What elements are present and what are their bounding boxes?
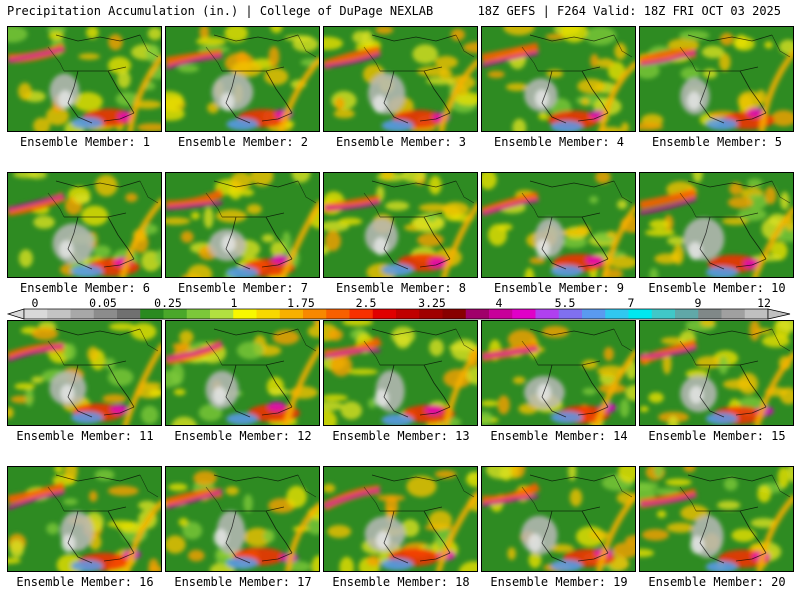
ensemble-member-label: Ensemble Member: 10 bbox=[648, 281, 786, 295]
ensemble-member-map bbox=[7, 466, 162, 572]
map-title: Precipitation Accumulation (in.) | Colle… bbox=[7, 4, 434, 18]
colorbar-tick-label: 0 bbox=[31, 296, 39, 310]
ensemble-member-map bbox=[323, 466, 478, 572]
colorbar-swatch bbox=[372, 309, 397, 319]
ensemble-member-map bbox=[639, 320, 794, 426]
colorbar-tick-label: 0.05 bbox=[89, 296, 117, 310]
ensemble-member-map bbox=[323, 172, 478, 278]
ensemble-member-label: Ensemble Member: 2 bbox=[177, 135, 309, 149]
colorbar-swatch bbox=[442, 309, 467, 319]
ensemble-member-label: Ensemble Member: 12 bbox=[174, 429, 312, 443]
colorbar-swatch bbox=[512, 309, 536, 319]
colorbar-swatch bbox=[535, 309, 560, 319]
ensemble-member-label: Ensemble Member: 1 bbox=[19, 135, 151, 149]
ensemble-member-label: Ensemble Member: 17 bbox=[174, 575, 312, 589]
colorbar-swatch bbox=[419, 309, 443, 319]
colorbar-swatch bbox=[349, 309, 374, 319]
ensemble-member-label: Ensemble Member: 15 bbox=[648, 429, 786, 443]
colorbar-swatch bbox=[605, 309, 629, 319]
colorbar-swatch bbox=[93, 309, 118, 319]
colorbar-swatch bbox=[326, 309, 350, 319]
colorbar-tick-label: 4 bbox=[495, 296, 503, 310]
colorbar-swatch bbox=[744, 309, 769, 319]
colorbar-swatch bbox=[721, 309, 746, 319]
ensemble-member-label: Ensemble Member: 3 bbox=[335, 135, 467, 149]
ensemble-member-map bbox=[165, 320, 320, 426]
colorbar-tick-label: 5.5 bbox=[554, 296, 576, 310]
ensemble-member-map bbox=[7, 26, 162, 132]
colorbar-swatch bbox=[163, 309, 188, 319]
colorbar-swatch bbox=[233, 309, 257, 319]
ensemble-member-map bbox=[481, 320, 636, 426]
ensemble-member-label: Ensemble Member: 9 bbox=[493, 281, 625, 295]
ensemble-member-label: Ensemble Member: 16 bbox=[16, 575, 154, 589]
ensemble-member-label: Ensemble Member: 14 bbox=[490, 429, 628, 443]
model-run-valid-time: 18Z GEFS | F264 Valid: 18Z FRI OCT 03 20… bbox=[477, 4, 781, 18]
colorbar-tick-label: 7 bbox=[627, 296, 635, 310]
ensemble-member-label: Ensemble Member: 6 bbox=[19, 281, 151, 295]
ensemble-member-label: Ensemble Member: 8 bbox=[335, 281, 467, 295]
ensemble-member-map bbox=[323, 320, 478, 426]
ensemble-member-map bbox=[481, 466, 636, 572]
colorbar-tick-label: 2.5 bbox=[355, 296, 377, 310]
colorbar-tick-labels: 0 0.05 0.25 1 1.75 2.5 3.25 4 5.5 7 9 12 bbox=[0, 296, 800, 310]
ensemble-member-map bbox=[639, 172, 794, 278]
ensemble-member-map bbox=[7, 320, 162, 426]
colorbar-tick-label: 12 bbox=[757, 296, 771, 310]
precipitation-colorbar bbox=[6, 308, 791, 320]
colorbar-tick-label: 0.25 bbox=[154, 296, 182, 310]
colorbar-tick-label: 1.75 bbox=[287, 296, 315, 310]
colorbar-swatch bbox=[24, 309, 48, 319]
ensemble-member-map bbox=[481, 172, 636, 278]
colorbar-min-arrow bbox=[6, 308, 25, 320]
colorbar-swatch bbox=[303, 309, 327, 319]
colorbar-tick-label: 9 bbox=[694, 296, 702, 310]
ensemble-member-label: Ensemble Member: 5 bbox=[651, 135, 783, 149]
ensemble-member-map bbox=[165, 26, 320, 132]
colorbar-tick-label: 1 bbox=[230, 296, 238, 310]
ensemble-member-label: Ensemble Member: 7 bbox=[177, 281, 309, 295]
colorbar-swatch bbox=[47, 309, 71, 319]
colorbar-swatch bbox=[698, 309, 722, 319]
ensemble-member-map bbox=[165, 172, 320, 278]
colorbar-swatch bbox=[489, 309, 513, 319]
colorbar-swatch bbox=[140, 309, 164, 319]
ensemble-member-label: Ensemble Member: 18 bbox=[332, 575, 470, 589]
ensemble-member-map bbox=[7, 172, 162, 278]
ensemble-member-map bbox=[323, 26, 478, 132]
ensemble-member-label: Ensemble Member: 20 bbox=[648, 575, 786, 589]
ensemble-member-map bbox=[639, 466, 794, 572]
colorbar-swatch bbox=[675, 309, 699, 319]
colorbar-swatch bbox=[279, 309, 304, 319]
ensemble-member-label: Ensemble Member: 13 bbox=[332, 429, 470, 443]
colorbar-swatch bbox=[210, 309, 234, 319]
colorbar-tick-label: 3.25 bbox=[418, 296, 446, 310]
ensemble-member-label: Ensemble Member: 19 bbox=[490, 575, 628, 589]
colorbar-max-arrow bbox=[767, 308, 791, 320]
colorbar-swatch bbox=[558, 309, 583, 319]
colorbar-swatch bbox=[70, 309, 95, 319]
colorbar-swatch bbox=[651, 309, 676, 319]
colorbar-swatch bbox=[256, 309, 281, 319]
colorbar-swatch bbox=[186, 309, 211, 319]
colorbar-swatch bbox=[465, 309, 490, 319]
ensemble-member-map bbox=[165, 466, 320, 572]
ensemble-member-label: Ensemble Member: 4 bbox=[493, 135, 625, 149]
colorbar-swatch bbox=[582, 309, 606, 319]
colorbar-swatch bbox=[628, 309, 653, 319]
ensemble-member-map bbox=[481, 26, 636, 132]
colorbar-swatch bbox=[117, 309, 141, 319]
ensemble-member-map bbox=[639, 26, 794, 132]
ensemble-member-label: Ensemble Member: 11 bbox=[16, 429, 154, 443]
colorbar-swatch bbox=[396, 309, 420, 319]
